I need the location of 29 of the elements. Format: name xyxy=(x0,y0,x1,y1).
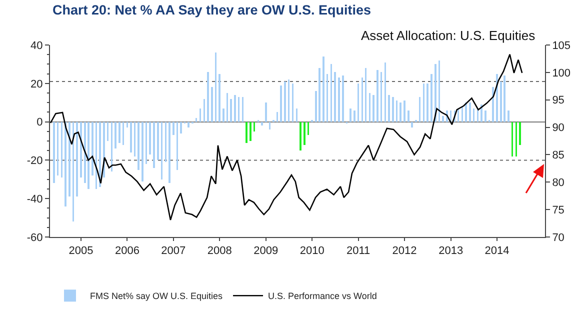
y-tick-label: -20 xyxy=(26,155,43,168)
legend-label: U.S. Performance vs World xyxy=(268,291,377,302)
x-tick-label: 2005 xyxy=(68,245,94,258)
x-tick-label: 2006 xyxy=(114,245,140,258)
x-tick-label: 2008 xyxy=(207,245,232,258)
y-tick-label: -40 xyxy=(26,193,43,206)
x-tick-label: 2014 xyxy=(484,245,510,258)
y-tick-label: -60 xyxy=(26,232,43,244)
y2-tick-label: 75 xyxy=(552,204,564,216)
legend-label: FMS Net% say OW U.S. Equities xyxy=(90,291,224,302)
chart-subtitle: Asset Allocation: U.S. Equities xyxy=(361,28,536,43)
x-tick-label: 2007 xyxy=(161,245,186,258)
x-tick-label: 2013 xyxy=(438,245,464,258)
x-tick-label: 2012 xyxy=(392,245,417,258)
chart-title: Chart 20: Net % AA Say they are OW U.S. Equities xyxy=(52,2,372,18)
line-series xyxy=(50,54,523,221)
y2-tick-label: 80 xyxy=(552,176,564,189)
x-tick-label: 2010 xyxy=(300,245,324,258)
y-tick-label: 0 xyxy=(36,116,43,129)
y-tick-label: 20 xyxy=(30,78,43,90)
y2-tick-label: 100 xyxy=(552,67,571,80)
x-tick-label: 2011 xyxy=(346,245,370,258)
y2-tick-label: 70 xyxy=(552,232,564,244)
y2-tick-label: 85 xyxy=(552,150,564,162)
x-tick-label: 2009 xyxy=(254,245,278,258)
y2-tick-label: 90 xyxy=(552,122,564,134)
y2-tick-label: 95 xyxy=(552,94,564,107)
y2-tick-label: 105 xyxy=(552,40,571,52)
y-tick-label: 40 xyxy=(30,40,43,52)
